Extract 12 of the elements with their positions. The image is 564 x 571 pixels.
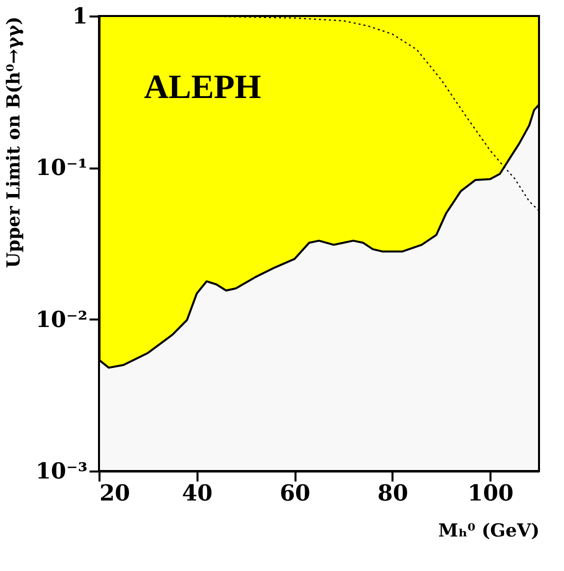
y-tick-label: 10⁻¹: [36, 155, 88, 182]
y-tick-label: 10⁻³: [36, 458, 88, 484]
y-tick-label: 10⁻²: [36, 306, 88, 333]
x-axis-title: Mₕ⁰ (GeV): [438, 520, 540, 542]
x-tick-label: 60: [280, 480, 310, 506]
x-tick-label: 20: [100, 480, 130, 506]
y-axis-title: Upper Limit on B(h⁰→γγ): [4, 16, 25, 268]
y-tick-label: 1: [72, 4, 88, 30]
annotation: ALEPH: [144, 69, 262, 106]
x-tick-label: 40: [182, 480, 213, 506]
x-tick-label: 100: [468, 480, 514, 506]
x-tick-label: 80: [378, 480, 408, 506]
